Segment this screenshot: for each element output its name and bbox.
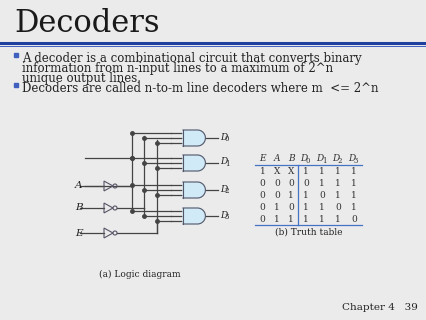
Text: 1: 1 xyxy=(334,191,340,201)
Text: 1: 1 xyxy=(334,215,340,225)
Text: 1: 1 xyxy=(273,215,279,225)
Text: E: E xyxy=(259,154,265,163)
Text: A decoder is a combinational circuit that converts binary: A decoder is a combinational circuit tha… xyxy=(22,52,361,65)
Text: 1: 1 xyxy=(350,191,356,201)
Text: 1: 1 xyxy=(302,215,308,225)
Polygon shape xyxy=(183,155,205,171)
Text: 1: 1 xyxy=(259,167,265,177)
Text: B: B xyxy=(287,154,294,163)
Text: Decoders: Decoders xyxy=(14,8,159,39)
Text: 0: 0 xyxy=(350,215,356,225)
Text: 1: 1 xyxy=(318,167,324,177)
Polygon shape xyxy=(183,182,205,198)
Text: Chapter 4   39: Chapter 4 39 xyxy=(341,303,417,312)
Text: D: D xyxy=(331,154,339,163)
Text: 0: 0 xyxy=(259,215,265,225)
Text: D: D xyxy=(348,154,355,163)
Text: 0: 0 xyxy=(305,157,310,165)
Bar xyxy=(14,53,18,57)
Polygon shape xyxy=(183,130,205,146)
Text: 0: 0 xyxy=(259,191,265,201)
Text: (b) Truth table: (b) Truth table xyxy=(274,228,342,237)
Text: 0: 0 xyxy=(302,180,308,188)
Text: X: X xyxy=(287,167,294,177)
Text: 1: 1 xyxy=(318,180,324,188)
Text: 0: 0 xyxy=(288,180,293,188)
Bar xyxy=(14,83,18,87)
Text: 2: 2 xyxy=(337,157,342,165)
Text: 1: 1 xyxy=(334,180,340,188)
Text: information from n-input lines to a maximum of 2^n: information from n-input lines to a maxi… xyxy=(22,62,332,75)
Text: B: B xyxy=(75,204,83,212)
Text: 1: 1 xyxy=(350,204,356,212)
Text: D: D xyxy=(316,154,323,163)
Text: D: D xyxy=(299,154,307,163)
Text: 0: 0 xyxy=(259,180,265,188)
Text: 0: 0 xyxy=(259,204,265,212)
Text: 1: 1 xyxy=(225,160,229,168)
Text: 0: 0 xyxy=(334,204,340,212)
Text: 3: 3 xyxy=(225,213,229,221)
Text: D: D xyxy=(220,185,227,194)
Text: 1: 1 xyxy=(288,215,293,225)
Text: E: E xyxy=(75,228,83,237)
Text: D: D xyxy=(220,132,227,141)
Text: unique output lines.: unique output lines. xyxy=(22,72,141,85)
Text: D: D xyxy=(220,211,227,220)
Text: 1: 1 xyxy=(288,191,293,201)
Text: 1: 1 xyxy=(302,191,308,201)
Text: 2: 2 xyxy=(225,187,229,195)
Polygon shape xyxy=(183,208,205,224)
Text: 0: 0 xyxy=(273,191,279,201)
Text: 0: 0 xyxy=(225,135,229,143)
Text: X: X xyxy=(273,167,279,177)
Text: A: A xyxy=(75,181,82,190)
Text: 1: 1 xyxy=(273,204,279,212)
Text: 0: 0 xyxy=(318,191,324,201)
Text: 1: 1 xyxy=(318,215,324,225)
Text: (a) Logic diagram: (a) Logic diagram xyxy=(99,270,180,279)
Text: 1: 1 xyxy=(350,180,356,188)
Text: 1: 1 xyxy=(321,157,325,165)
Text: 1: 1 xyxy=(350,167,356,177)
Text: 1: 1 xyxy=(318,204,324,212)
Text: A: A xyxy=(273,154,279,163)
Text: 0: 0 xyxy=(288,204,293,212)
Text: 1: 1 xyxy=(302,167,308,177)
Text: D: D xyxy=(220,157,227,166)
Text: 1: 1 xyxy=(334,167,340,177)
Text: 3: 3 xyxy=(353,157,357,165)
Text: 0: 0 xyxy=(273,180,279,188)
Text: 1: 1 xyxy=(302,204,308,212)
Text: Decoders are called n-to-m line decoders where m  <= 2^n: Decoders are called n-to-m line decoders… xyxy=(22,82,377,95)
